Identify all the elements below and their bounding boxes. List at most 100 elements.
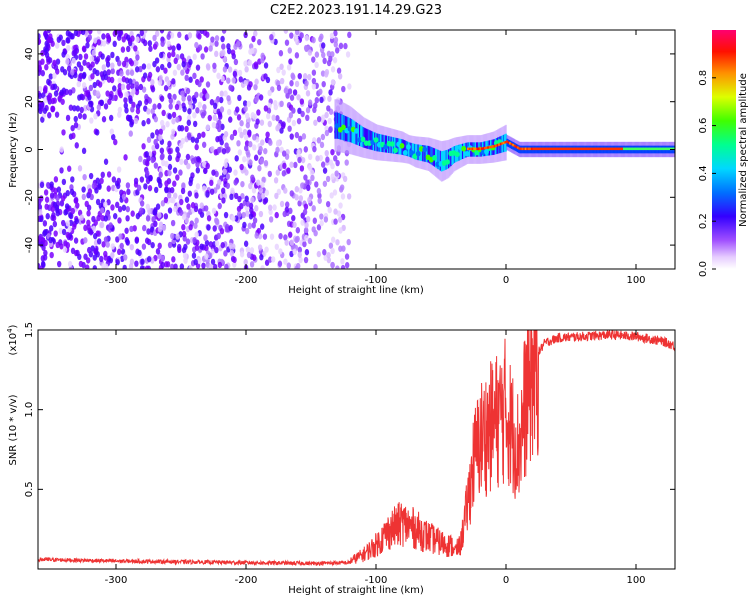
spectrogram-hot-cell [568,147,571,151]
spectrogram-cell [109,128,115,135]
spectrogram-cell [166,40,171,47]
spectrogram-cell [338,227,343,234]
spectrogram-cell [203,167,208,175]
spectrogram-cell [294,186,300,193]
spectrogram-cell [153,138,158,146]
spectrogram-cell [205,191,210,198]
spectrogram-cell [187,190,192,197]
spectrogram-cell [112,40,117,48]
spectrogram-cell [326,251,331,259]
spectrogram-cell [163,67,168,74]
spectrogram-cell [298,187,303,194]
spectrogram-cell [128,262,134,269]
spectrogram-cell [279,200,285,208]
spectrogram-cell [38,236,42,243]
spectrogram-cell [133,177,139,185]
spectrogram-cell [259,157,265,165]
spectrogram-cell [89,55,95,62]
spectrogram-cell [103,201,108,208]
spectrogram-cell [281,170,287,177]
spectrogram-cell [333,155,338,162]
spectrogram-hot-cell [485,146,488,150]
spectrogram-cell [324,68,330,76]
spectrogram-cell [171,256,176,263]
spectrogram-cell [283,30,289,34]
spectrogram-cell [66,65,72,72]
spectrogram-cell [287,47,292,54]
spectrogram-cell [81,186,86,193]
spectrogram-cell [77,112,83,120]
spectrogram-cell [209,188,215,195]
spectrogram-cell [304,221,309,229]
spectrogram-cell [195,167,201,174]
spectrogram-cell [92,81,97,89]
spectrogram-cell [254,96,259,103]
spectrogram-cell [169,32,175,39]
spectrogram-cell [78,53,83,61]
spectrogram-cell [96,214,101,222]
spectrogram-cell [237,69,243,77]
spectrogram-cell [294,236,299,244]
spectrogram-cell [328,89,333,96]
spectrogram-cell [40,116,45,123]
spectrogram-ridge-core [356,123,359,146]
spectrogram-cell [324,111,329,119]
spectrogram-cell [125,238,130,246]
spectrogram-hot-cell [523,147,526,151]
spectrogram-cell [201,160,207,168]
spectrogram-cell [231,243,236,250]
spectrogram-cell [214,40,219,47]
spectrogram-cell [310,174,315,182]
spectrogram-cell [117,205,123,213]
spectrogram-cell [68,89,73,96]
spectrogram-cell [40,70,46,77]
spectrogram-cell [44,46,49,54]
spectrogram-ridge-core [367,129,369,149]
spectrogram-cell [312,145,317,153]
spectrogram-cell [244,227,250,235]
spectrogram-cell [221,43,226,50]
spectrogram-cell [236,140,241,147]
spectrogram-cell [347,31,352,39]
spectrogram-cell [221,197,226,204]
spectrogram-cell [68,212,74,220]
spectrogram-cell [179,209,184,216]
spectrogram-cell [193,258,198,266]
spectrogram-cell [347,83,352,90]
spectrogram-cell [173,263,178,269]
spectrogram-cell [340,193,346,200]
spectrogram-cell [313,229,318,237]
spectrogram-cell [260,265,265,269]
spectrogram-cell [294,30,300,36]
spectrogram-cell [276,84,282,92]
spectrogram-cell [101,116,107,123]
spectrogram-cell [103,103,109,110]
spectrogram-cell [133,117,139,125]
spectrogram-cell [82,173,87,181]
spectrogram-cell [297,251,302,258]
spectrogram-cell [110,67,115,75]
spectrogram-peak [399,142,405,149]
spectrogram-cell [75,105,80,112]
colorbar-tick-label: 0.8 [698,70,709,86]
spectrogram-cell [264,189,270,196]
spectrogram-cell [77,165,83,172]
spectrogram-hot-cell [626,147,629,151]
spectrogram-cell [282,210,287,218]
spectrogram-cell [322,57,327,65]
spectrogram-hot-cell [571,147,574,151]
spectrogram-cell [70,33,75,40]
spectrogram-cell [177,31,182,39]
spectrogram-cell [142,39,148,47]
spectrogram-cell [304,234,309,242]
spectrogram-cell [167,92,172,100]
spectrogram-cell [197,257,202,265]
spectrogram-hot-cell [599,147,602,151]
spectrogram-cell [324,129,330,137]
spectrogram-cell [116,248,122,256]
spectrogram-cell [246,84,252,91]
spectrogram-cell [216,232,221,240]
spectrogram-cell [100,171,105,179]
spectrogram-cell [163,196,169,204]
spectrogram-cell [335,239,340,246]
